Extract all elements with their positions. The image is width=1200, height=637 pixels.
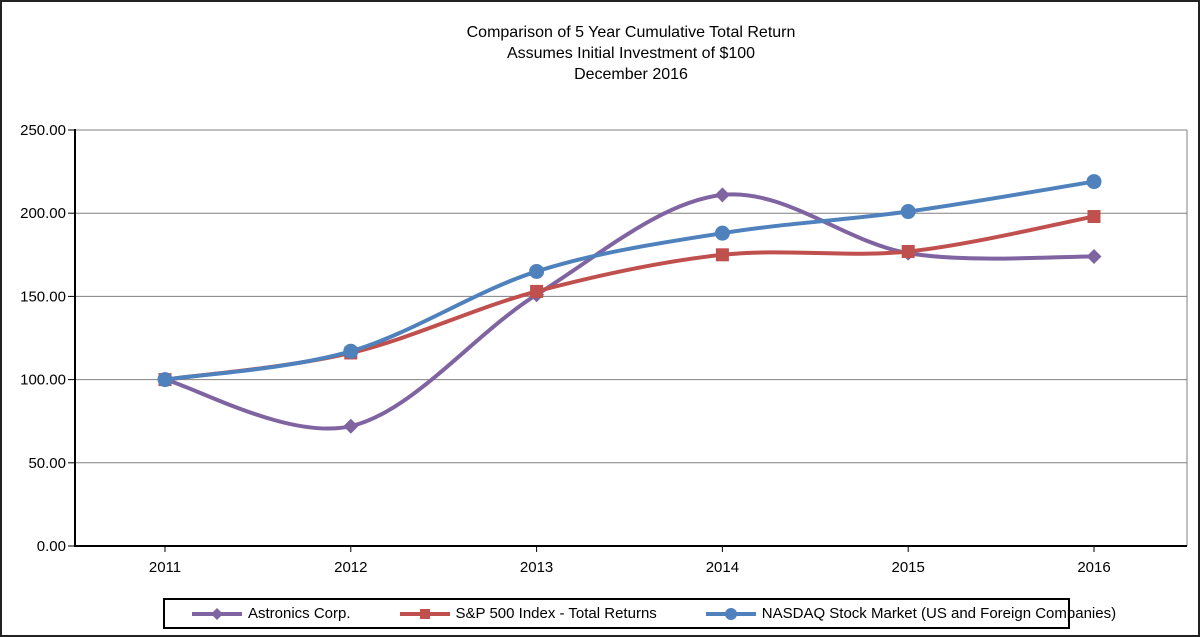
y-tick-label: 250.00 — [20, 122, 66, 139]
legend-swatch-marker — [724, 607, 737, 620]
x-tick-label: 2013 — [520, 559, 553, 576]
y-tick-label: 150.00 — [20, 288, 66, 305]
y-tick-label: 100.00 — [20, 372, 66, 389]
legend-item-nasdaq: NASDAQ Stock Market (US and Foreign Comp… — [705, 605, 1116, 622]
legend-swatch-marker — [211, 607, 223, 620]
data-point-marker — [714, 225, 730, 241]
legend-swatch-square-icon — [399, 608, 450, 619]
data-point-marker — [530, 284, 544, 298]
chart-title-line-3: December 2016 — [574, 66, 688, 83]
chart-title-line-1: Comparison of 5 Year Cumulative Total Re… — [466, 24, 796, 41]
series-line — [163, 179, 1096, 382]
data-point-marker — [900, 204, 916, 220]
legend-item-astronics: Astronics Corp. — [191, 605, 351, 622]
x-tick-label: 2016 — [1077, 559, 1110, 576]
data-point-marker — [343, 418, 359, 434]
legend-swatch-marker — [419, 608, 430, 619]
data-point-marker — [901, 244, 915, 258]
legend-label-astronics: Astronics Corp. — [248, 605, 351, 622]
x-tick-label: 2011 — [149, 559, 181, 576]
x-tick-label: 2015 — [892, 559, 925, 576]
data-point-marker — [157, 372, 173, 388]
data-point-marker — [529, 263, 545, 279]
y-tick-label: 200.00 — [20, 205, 66, 222]
y-tick-label: 0.00 — [37, 538, 66, 555]
chart-title-line-2: Assumes Initial Investment of $100 — [506, 45, 756, 62]
x-tick-label: 2014 — [706, 559, 739, 576]
data-point-marker — [1086, 248, 1102, 264]
data-point-marker — [715, 248, 729, 262]
chart-legend: Astronics Corp. S&P 500 Index - Total Re… — [163, 598, 1116, 629]
data-point-marker — [714, 187, 730, 203]
y-tick-label: 50.00 — [28, 455, 66, 472]
x-tick-label: 2012 — [334, 559, 367, 576]
legend-swatch-diamond-icon — [192, 607, 242, 620]
legend-label-nasdaq: NASDAQ Stock Market (US and Foreign Comp… — [761, 605, 1117, 622]
chart-title: Comparison of 5 Year Cumulative Total Re… — [75, 22, 1187, 85]
legend-label-sp500: S&P 500 Index - Total Returns — [455, 605, 657, 622]
legend-swatch-circle-icon — [705, 607, 756, 620]
legend-item-sp500: S&P 500 Index - Total Returns — [399, 605, 657, 622]
data-point-marker — [1087, 210, 1101, 224]
data-point-marker — [343, 343, 359, 359]
data-point-marker — [1086, 174, 1102, 190]
series-line — [163, 214, 1096, 382]
series-line — [163, 192, 1096, 431]
